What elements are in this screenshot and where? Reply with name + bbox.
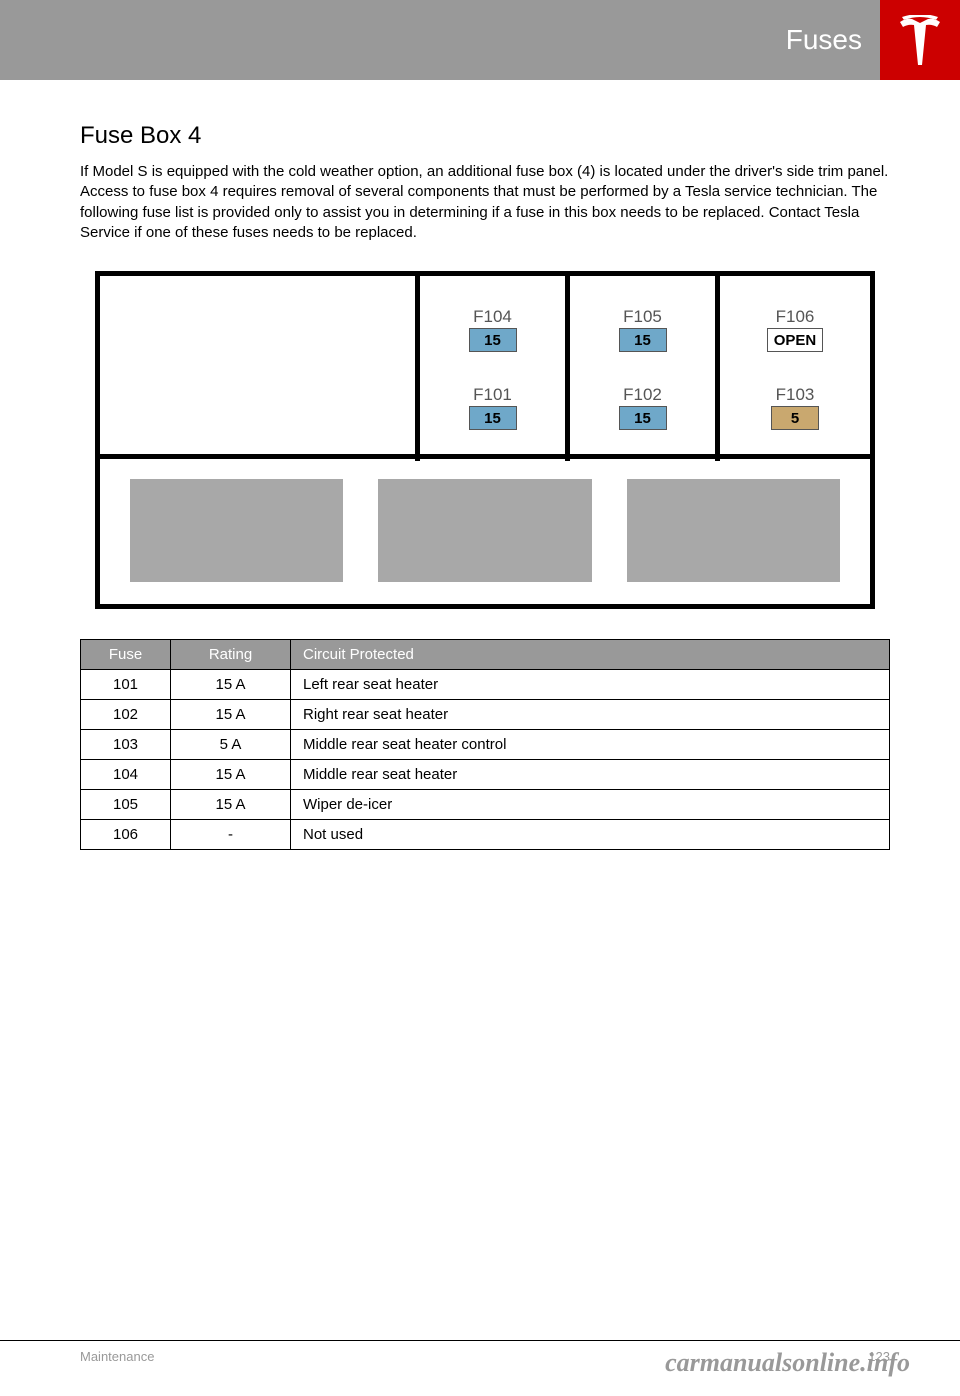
fuse-value: 5 bbox=[771, 406, 819, 430]
table-cell: 15 A bbox=[171, 790, 291, 820]
fuse-column-1: F104 15 F101 15 bbox=[420, 276, 570, 461]
fuse-value: 15 bbox=[469, 406, 517, 430]
diagram-bottom-row bbox=[100, 454, 870, 604]
fuse-label: F104 bbox=[469, 307, 517, 327]
fuse-value: OPEN bbox=[767, 328, 823, 352]
th-circuit: Circuit Protected bbox=[291, 640, 890, 670]
page-header-title: Fuses bbox=[786, 24, 862, 56]
diagram-top-row: F104 15 F101 15 F105 15 F102 15 bbox=[100, 276, 870, 461]
th-fuse: Fuse bbox=[81, 640, 171, 670]
table-cell: 104 bbox=[81, 760, 171, 790]
gray-block bbox=[378, 479, 591, 582]
table-cell: Middle rear seat heater control bbox=[291, 730, 890, 760]
table-cell: Not used bbox=[291, 820, 890, 850]
fuse-value: 15 bbox=[469, 328, 517, 352]
table-cell: 106 bbox=[81, 820, 171, 850]
table-cell: 105 bbox=[81, 790, 171, 820]
table-cell: 15 A bbox=[171, 670, 291, 700]
section-title: Fuse Box 4 bbox=[80, 122, 890, 150]
tesla-logo bbox=[880, 0, 960, 80]
watermark: carmanualsonline.info bbox=[665, 1348, 910, 1378]
table-cell: Wiper de-icer bbox=[291, 790, 890, 820]
fuse-label: F103 bbox=[771, 385, 819, 405]
fuse-column-3: F106 OPEN F103 5 bbox=[720, 276, 870, 461]
table-cell: Right rear seat heater bbox=[291, 700, 890, 730]
content-area: Fuse Box 4 If Model S is equipped with t… bbox=[0, 80, 960, 850]
table-row: 10215 ARight rear seat heater bbox=[81, 700, 890, 730]
fuse-label: F105 bbox=[619, 307, 667, 327]
gray-block bbox=[130, 479, 343, 582]
table-header-row: Fuse Rating Circuit Protected bbox=[81, 640, 890, 670]
footer-left: Maintenance bbox=[80, 1349, 154, 1364]
fuse-column-2: F105 15 F102 15 bbox=[570, 276, 720, 461]
table-cell: 103 bbox=[81, 730, 171, 760]
fuse-f101: F101 15 bbox=[469, 385, 517, 430]
diagram-blank-cell bbox=[100, 276, 420, 461]
table-cell: 5 A bbox=[171, 730, 291, 760]
fuse-label: F102 bbox=[619, 385, 667, 405]
fuse-f106: F106 OPEN bbox=[767, 307, 823, 352]
gray-block bbox=[627, 479, 840, 582]
section-body: If Model S is equipped with the cold wea… bbox=[80, 162, 890, 243]
table-cell: Middle rear seat heater bbox=[291, 760, 890, 790]
fuse-value: 15 bbox=[619, 406, 667, 430]
table-cell: Left rear seat heater bbox=[291, 670, 890, 700]
table-cell: 102 bbox=[81, 700, 171, 730]
table-cell: 101 bbox=[81, 670, 171, 700]
table-cell: 15 A bbox=[171, 700, 291, 730]
table-row: 10515 AWiper de-icer bbox=[81, 790, 890, 820]
header-bar: Fuses bbox=[0, 0, 960, 80]
fuse-diagram: F104 15 F101 15 F105 15 F102 15 bbox=[95, 271, 875, 609]
fuse-f102: F102 15 bbox=[619, 385, 667, 430]
table-row: 10115 ALeft rear seat heater bbox=[81, 670, 890, 700]
th-rating: Rating bbox=[171, 640, 291, 670]
table-row: 106-Not used bbox=[81, 820, 890, 850]
fuse-f104: F104 15 bbox=[469, 307, 517, 352]
table-row: 1035 AMiddle rear seat heater control bbox=[81, 730, 890, 760]
fuse-label: F101 bbox=[469, 385, 517, 405]
table-cell: - bbox=[171, 820, 291, 850]
fuse-value: 15 bbox=[619, 328, 667, 352]
fuse-f103: F103 5 bbox=[771, 385, 819, 430]
table-row: 10415 AMiddle rear seat heater bbox=[81, 760, 890, 790]
fuse-f105: F105 15 bbox=[619, 307, 667, 352]
fuse-label: F106 bbox=[767, 307, 823, 327]
fuse-table: Fuse Rating Circuit Protected 10115 ALef… bbox=[80, 639, 890, 850]
table-cell: 15 A bbox=[171, 760, 291, 790]
